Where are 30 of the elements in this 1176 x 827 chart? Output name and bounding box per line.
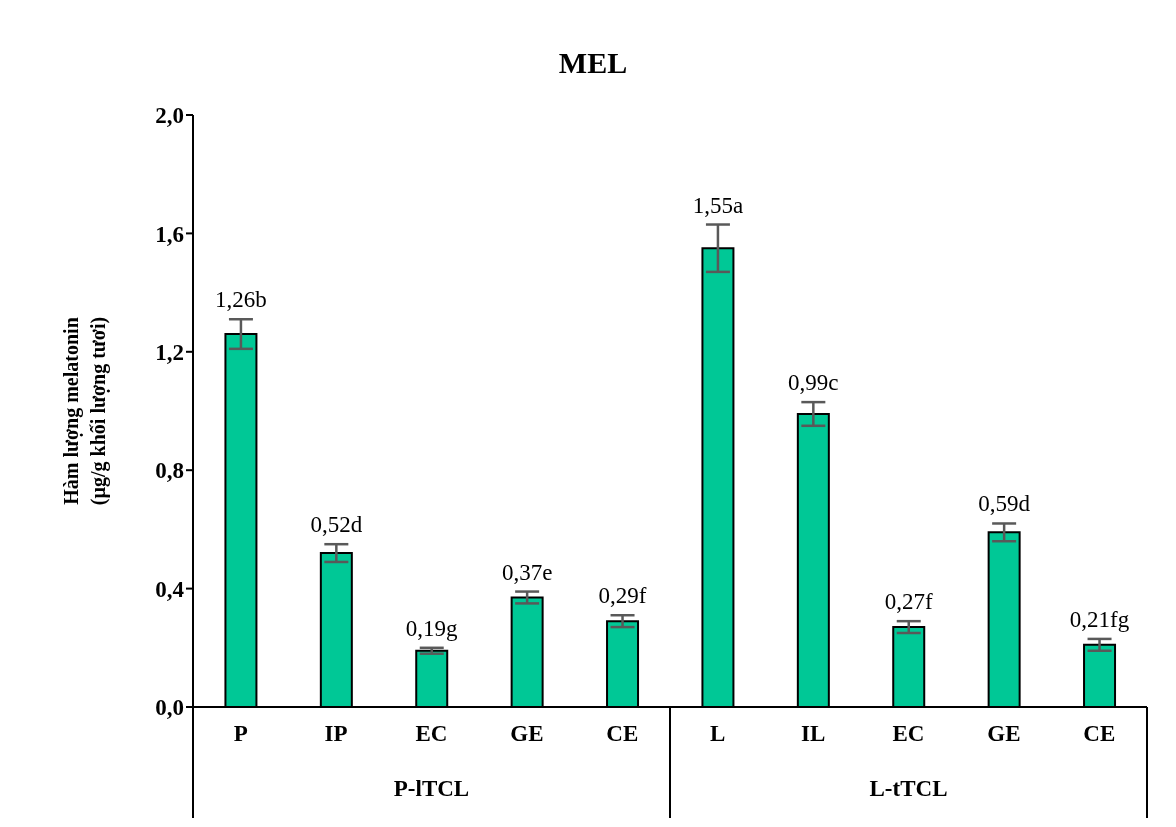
- x-tick-label: EC: [892, 721, 925, 747]
- data-label: 0,21fg: [1069, 606, 1130, 632]
- x-tick-label: IL: [800, 721, 826, 747]
- y-tick-label: 0,8: [155, 458, 184, 484]
- x-tick-label: GE: [987, 721, 1021, 747]
- x-tick-label: L: [710, 721, 726, 747]
- data-label: 0,27f: [884, 589, 934, 615]
- y-tick-label: 1,2: [155, 339, 184, 365]
- x-tick-label: P: [233, 721, 248, 747]
- y-tick-label: 0,4: [155, 576, 185, 602]
- data-label: 0,29f: [598, 583, 647, 609]
- data-label: 0,19g: [405, 615, 459, 641]
- y-tick-label: 1,6: [155, 221, 184, 247]
- data-label: 0,59d: [978, 491, 1031, 517]
- y-tick-label: 0,0: [155, 695, 184, 721]
- chart-title: MEL: [557, 46, 629, 80]
- x-tick-label: CE: [1083, 721, 1116, 747]
- y-tick-label: 2,0: [155, 103, 184, 129]
- data-label: 1,26b: [215, 287, 267, 313]
- data-label: 1,55a: [692, 192, 744, 218]
- x-tick-label: CE: [606, 721, 639, 747]
- x-tick-label: GE: [510, 721, 544, 747]
- data-label: 0,52d: [310, 512, 363, 538]
- text: P-lTCL: [393, 776, 470, 801]
- text: L-tTCL: [869, 776, 948, 801]
- data-label: 0,37e: [501, 559, 553, 585]
- data-label: 0,99c: [788, 370, 839, 396]
- y-axis-title: Hàm lượng melatonin (µg/g khối lượng tươi): [59, 315, 111, 508]
- x-tick-label: EC: [415, 721, 448, 747]
- x-tick-label: IP: [324, 721, 348, 747]
